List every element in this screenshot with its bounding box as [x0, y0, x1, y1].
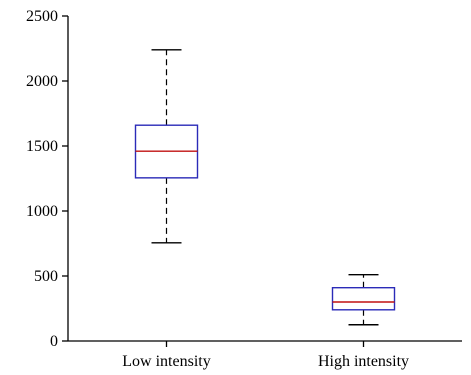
y-tick-label: 500 — [34, 268, 58, 285]
y-tick-label: 0 — [50, 333, 58, 350]
x-axis: Low intensity High intensity — [68, 340, 462, 370]
y-tick-label: 2000 — [26, 73, 58, 90]
box-2 — [331, 274, 396, 326]
y-tick-label: 2500 — [26, 8, 58, 25]
box-plot-boxes — [134, 49, 396, 326]
x-tick-label: Low intensity — [122, 353, 210, 370]
y-tick-label: 1000 — [26, 203, 58, 220]
box-1 — [134, 49, 199, 244]
x-tick-label: High intensity — [318, 353, 409, 370]
iqr-box — [331, 287, 396, 311]
y-axis: 0 500 1000 1500 2000 2500 — [26, 8, 69, 350]
y-tick-label: 1500 — [26, 138, 58, 155]
